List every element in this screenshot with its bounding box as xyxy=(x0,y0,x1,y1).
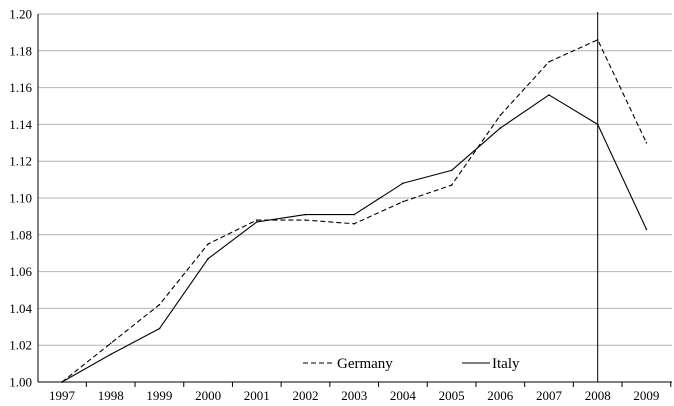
data-point-italy xyxy=(304,213,307,216)
y-tick-label: 1.10 xyxy=(9,191,32,206)
x-tick-label: 1998 xyxy=(98,388,124,403)
series-line-italy xyxy=(61,94,647,383)
series-line-germany xyxy=(61,39,647,383)
data-point-italy xyxy=(109,353,112,356)
x-axis-ticks: 1997 1998 1999 2000 2001 2002 2003 2004 2005 2006… xyxy=(49,382,672,403)
data-point-germany xyxy=(548,61,550,63)
data-point-germany xyxy=(596,38,599,41)
x-tick-label: 2001 xyxy=(244,388,270,403)
data-point-germany xyxy=(207,243,209,245)
y-tick-label: 1.12 xyxy=(9,154,32,169)
data-point-italy xyxy=(645,228,648,231)
data-point-germany xyxy=(402,200,404,203)
axes xyxy=(37,14,672,383)
gridlines xyxy=(38,13,672,346)
data-point-italy xyxy=(499,127,502,129)
y-tick-label: 1.16 xyxy=(9,80,32,95)
x-tick-label: 2006 xyxy=(487,388,514,403)
y-tick-label: 1.00 xyxy=(9,375,32,390)
series-lines xyxy=(61,38,648,383)
x-tick-label: 2008 xyxy=(585,388,611,403)
y-tick-label: 1.18 xyxy=(9,43,32,58)
data-point-germany xyxy=(450,184,453,186)
data-point-italy xyxy=(450,169,453,172)
y-axis-ticks: 1.00 1.02 1.04 1.06 1.08 1.10 1.12 1.14 1.16 1.18… xyxy=(9,7,32,390)
data-point-germany xyxy=(304,219,307,221)
legend: Germany Italy xyxy=(303,356,520,372)
x-tick-label: 2000 xyxy=(195,388,221,403)
legend-label-germany: Germany xyxy=(337,356,393,372)
data-point-germany xyxy=(353,222,356,225)
x-tick-label: 2005 xyxy=(439,388,465,403)
x-tick-label: 1999 xyxy=(146,388,172,403)
x-tick-label: 2003 xyxy=(341,388,367,403)
data-point-italy xyxy=(596,123,599,126)
x-tick-label: 1997 xyxy=(49,388,76,403)
data-point-italy xyxy=(158,327,161,330)
data-point-italy xyxy=(402,182,404,185)
x-tick-label: 2004 xyxy=(390,388,417,403)
data-point-italy xyxy=(255,221,258,223)
data-point-italy xyxy=(353,213,356,216)
y-tick-label: 1.20 xyxy=(9,7,32,22)
x-tick-label: 2007 xyxy=(536,388,563,403)
x-tick-label: 2002 xyxy=(293,388,319,403)
data-point-germany xyxy=(645,142,648,144)
data-point-germany xyxy=(109,342,112,345)
data-point-germany xyxy=(499,114,502,116)
data-point-germany xyxy=(158,303,161,306)
data-point-germany xyxy=(255,219,258,221)
data-point-italy xyxy=(61,381,63,383)
x-tick-label: 2009 xyxy=(633,388,659,403)
y-tick-label: 1.08 xyxy=(9,227,32,242)
y-tick-label: 1.04 xyxy=(9,301,32,316)
legend-label-italy: Italy xyxy=(492,356,520,372)
data-point-italy xyxy=(207,257,209,260)
data-point-italy xyxy=(548,94,550,96)
y-tick-label: 1.14 xyxy=(9,117,32,132)
y-tick-label: 1.02 xyxy=(9,338,32,353)
y-tick-label: 1.06 xyxy=(9,264,32,279)
